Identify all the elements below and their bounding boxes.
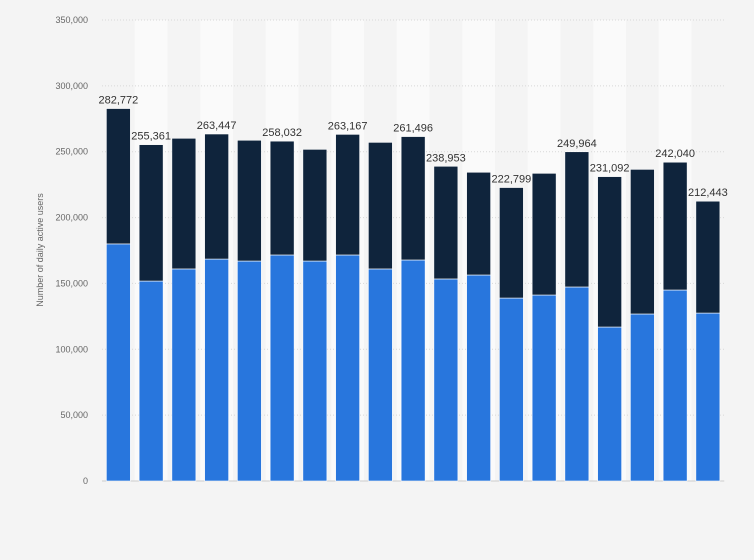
bar-lower-15 <box>564 286 590 482</box>
bar-lower-4 <box>204 258 229 482</box>
data-label: 231,092 <box>590 163 630 175</box>
bar-upper-13 <box>499 187 524 299</box>
bar-upper-18 <box>662 161 688 291</box>
bar-upper-15 <box>564 151 590 288</box>
bar-upper-7 <box>302 149 328 262</box>
y-tick-label: 100,000 <box>55 344 88 354</box>
y-tick-label: 150,000 <box>55 278 88 288</box>
y-tick-label: 250,000 <box>55 147 88 157</box>
bar-upper-16 <box>597 176 622 328</box>
y-tick-label: 50,000 <box>60 410 88 420</box>
bar-upper-17 <box>630 169 655 315</box>
bar-lower-2 <box>138 280 164 482</box>
bar-lower-19 <box>695 312 721 482</box>
data-label: 263,447 <box>197 120 237 132</box>
bar-lower-18 <box>662 289 688 482</box>
data-label: 212,443 <box>688 187 728 199</box>
data-label: 222,799 <box>491 174 531 186</box>
data-label: 261,496 <box>393 123 433 135</box>
y-tick-label: 200,000 <box>55 213 88 223</box>
bar-lower-10 <box>400 259 426 482</box>
bar-lower-17 <box>630 313 655 482</box>
bar-lower-11 <box>433 278 459 482</box>
bar-upper-11 <box>433 165 459 280</box>
data-label: 249,964 <box>557 138 597 150</box>
bar-lower-13 <box>499 297 524 482</box>
data-label: 263,167 <box>328 120 368 132</box>
bar-upper-14 <box>531 173 557 296</box>
y-tick-label: 350,000 <box>55 15 88 25</box>
bar-upper-3 <box>171 137 197 270</box>
bar-lower-9 <box>368 268 393 482</box>
bar-lower-3 <box>171 268 197 482</box>
data-label: 282,772 <box>98 95 138 107</box>
bar-lower-12 <box>466 274 491 482</box>
bar-upper-9 <box>368 142 393 270</box>
bar-upper-5 <box>237 139 262 262</box>
bar-upper-12 <box>466 171 491 276</box>
bar-lower-16 <box>597 326 622 482</box>
y-tick-label: 0 <box>83 476 88 486</box>
data-label: 242,040 <box>655 148 695 160</box>
bar-upper-1 <box>106 108 131 245</box>
bar-upper-4 <box>204 133 229 260</box>
bar-lower-7 <box>302 260 328 482</box>
bar-lower-8 <box>335 254 360 482</box>
bar-upper-2 <box>138 144 164 282</box>
bar-lower-5 <box>237 260 262 482</box>
y-tick-label: 300,000 <box>55 81 88 91</box>
y-axis-label: Number of daily active users <box>35 193 45 307</box>
bar-upper-10 <box>400 136 426 261</box>
bar-upper-19 <box>695 200 721 314</box>
bar-upper-6 <box>269 140 295 256</box>
data-label: 258,032 <box>262 127 302 139</box>
data-label: 238,953 <box>426 152 466 164</box>
data-label: 255,361 <box>131 131 171 143</box>
bar-lower-14 <box>531 294 557 482</box>
bar-upper-8 <box>335 134 360 256</box>
bar-lower-6 <box>269 254 295 482</box>
bar-lower-1 <box>106 243 131 482</box>
